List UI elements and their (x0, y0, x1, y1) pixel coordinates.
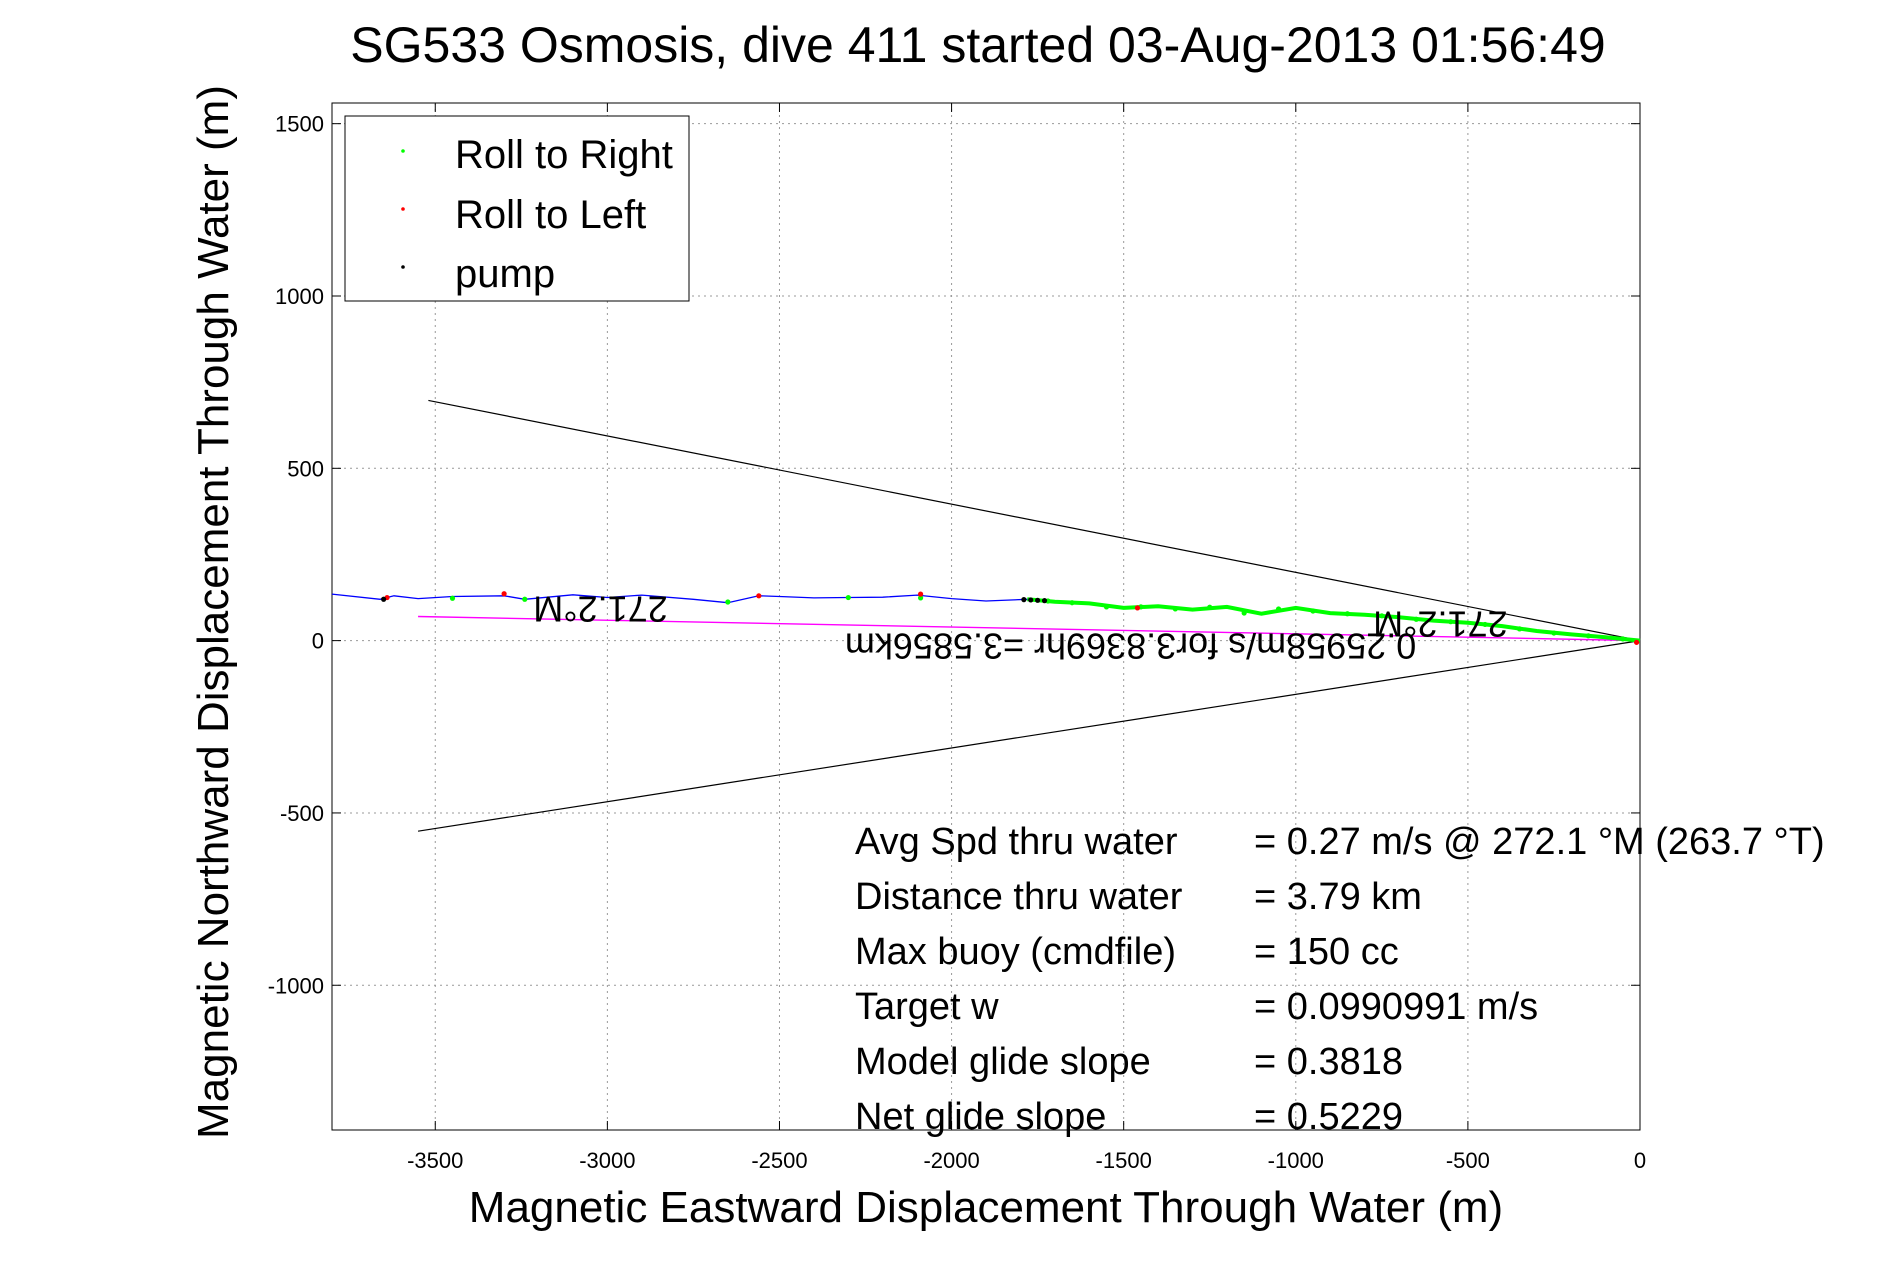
point-roll-to-right (1310, 608, 1316, 614)
x-tick-label: -2500 (751, 1148, 807, 1173)
cone-line (428, 399, 1641, 642)
legend-label-roll-right: Roll to Right (455, 133, 673, 177)
x-tick-label: -3000 (579, 1148, 635, 1173)
point-roll-to-right (1069, 600, 1075, 606)
grid (332, 103, 1640, 1130)
legend-label-pump: pump (455, 252, 555, 296)
x-axis: -3500 -3000 -2500 -2000 -1500 -1000 -500 0 (407, 103, 1646, 1173)
point-pump (381, 596, 387, 602)
y-axis-label: Magnetic Northward Displacement Through … (189, 85, 238, 1139)
point-roll-to-right (1620, 636, 1626, 642)
stat-value: = 0.3818 (1254, 1041, 1403, 1083)
point-roll-to-right (725, 599, 731, 605)
point-roll-to-right (1585, 633, 1591, 639)
y-axis: 1500 1000 500 0 -500 -1000 (268, 112, 1640, 998)
legend-label-roll-left: Roll to Left (455, 193, 646, 237)
y-tick-label: -1000 (268, 973, 324, 998)
annotations: 271.2°M 271.2°M0.25958m/s for3.8369hr =3.… (533, 589, 1507, 667)
roll-right-track (1027, 597, 1641, 643)
point-roll-to-right (449, 595, 456, 601)
y-tick-label: 1500 (275, 112, 324, 137)
point-roll-to-right (1275, 606, 1282, 612)
y-tick-label: -500 (280, 801, 324, 826)
annotation: 0.25958m/s for3.8369hr =3.5856km (845, 626, 1416, 667)
x-tick-label: -1500 (1096, 1148, 1152, 1173)
heading-line-group (418, 615, 1641, 642)
point-roll-to-right (1103, 604, 1110, 610)
point-roll-to-right (1413, 616, 1419, 622)
point-roll-to-left (501, 591, 507, 597)
y-tick-label: 0 (312, 629, 324, 654)
cone-line (417, 640, 1641, 832)
point-roll-to-left (918, 591, 924, 597)
point-roll-to-left (756, 593, 762, 599)
chart-title: SG533 Osmosis, dive 411 started 03-Aug-2… (350, 17, 1605, 73)
stat-label: Avg Spd thru water (855, 821, 1178, 863)
point-pump (1028, 597, 1034, 603)
x-tick-label: -500 (1446, 1148, 1490, 1173)
x-tick-label: -1000 (1268, 1148, 1324, 1173)
y-tick-label: 1000 (275, 284, 324, 309)
point-roll-to-right (1482, 621, 1488, 628)
point-roll-to-right (1379, 613, 1385, 619)
stat-label: Model glide slope (855, 1041, 1151, 1083)
stat-value: = 150 cc (1254, 931, 1399, 973)
series-group (331, 591, 1641, 645)
point-roll-to-right (918, 595, 924, 601)
point-pump (1035, 597, 1041, 603)
point-roll-to-right (1241, 610, 1247, 616)
stat-value: = 0.0990991 m/s (1254, 986, 1538, 1028)
point-pump (1041, 598, 1048, 604)
stat-label: Max buoy (cmdfile) (855, 931, 1176, 973)
y-tick-label: 500 (287, 456, 324, 481)
point-roll-to-right (1448, 619, 1454, 625)
stat-label: Distance thru water (855, 876, 1183, 918)
annotation: 271.2°M (533, 589, 667, 630)
point-roll-to-right (1207, 604, 1213, 610)
stat-value: = 0.27 m/s @ 272.1 °M (263.7 °T) (1254, 821, 1825, 863)
x-tick-label: -2000 (923, 1148, 979, 1173)
point-roll-to-right (845, 594, 851, 601)
stats-block: Avg Spd thru water = 0.27 m/s @ 272.1 °M… (855, 821, 1825, 1138)
heading-line (418, 615, 1641, 642)
x-tick-label: 0 (1634, 1148, 1646, 1173)
stat-label: Target w (855, 986, 999, 1028)
point-pump (1021, 597, 1027, 603)
legend: Roll to Right Roll to Left pump (344, 115, 690, 302)
point-roll-to-right (1551, 630, 1557, 636)
point-roll-to-right (522, 596, 528, 602)
point-roll-to-right (1344, 611, 1351, 617)
point-roll-to-right (1172, 606, 1178, 612)
cone-lines (417, 399, 1641, 832)
legend-marker-roll-left (401, 207, 405, 211)
stat-label: Net glide slope (855, 1096, 1106, 1138)
legend-marker-pump (401, 265, 405, 269)
annotation: 271.2°M (1373, 603, 1507, 644)
x-axis-label: Magnetic Eastward Displacement Through W… (469, 1183, 1503, 1232)
stat-value: = 0.5229 (1254, 1096, 1403, 1138)
stat-value: = 3.79 km (1254, 876, 1422, 918)
legend-marker-roll-right (401, 149, 405, 153)
point-roll-to-left (1134, 605, 1141, 611)
point-roll-to-right (1516, 626, 1523, 632)
x-tick-label: -3500 (407, 1148, 463, 1173)
point-roll-to-left (1633, 639, 1640, 645)
